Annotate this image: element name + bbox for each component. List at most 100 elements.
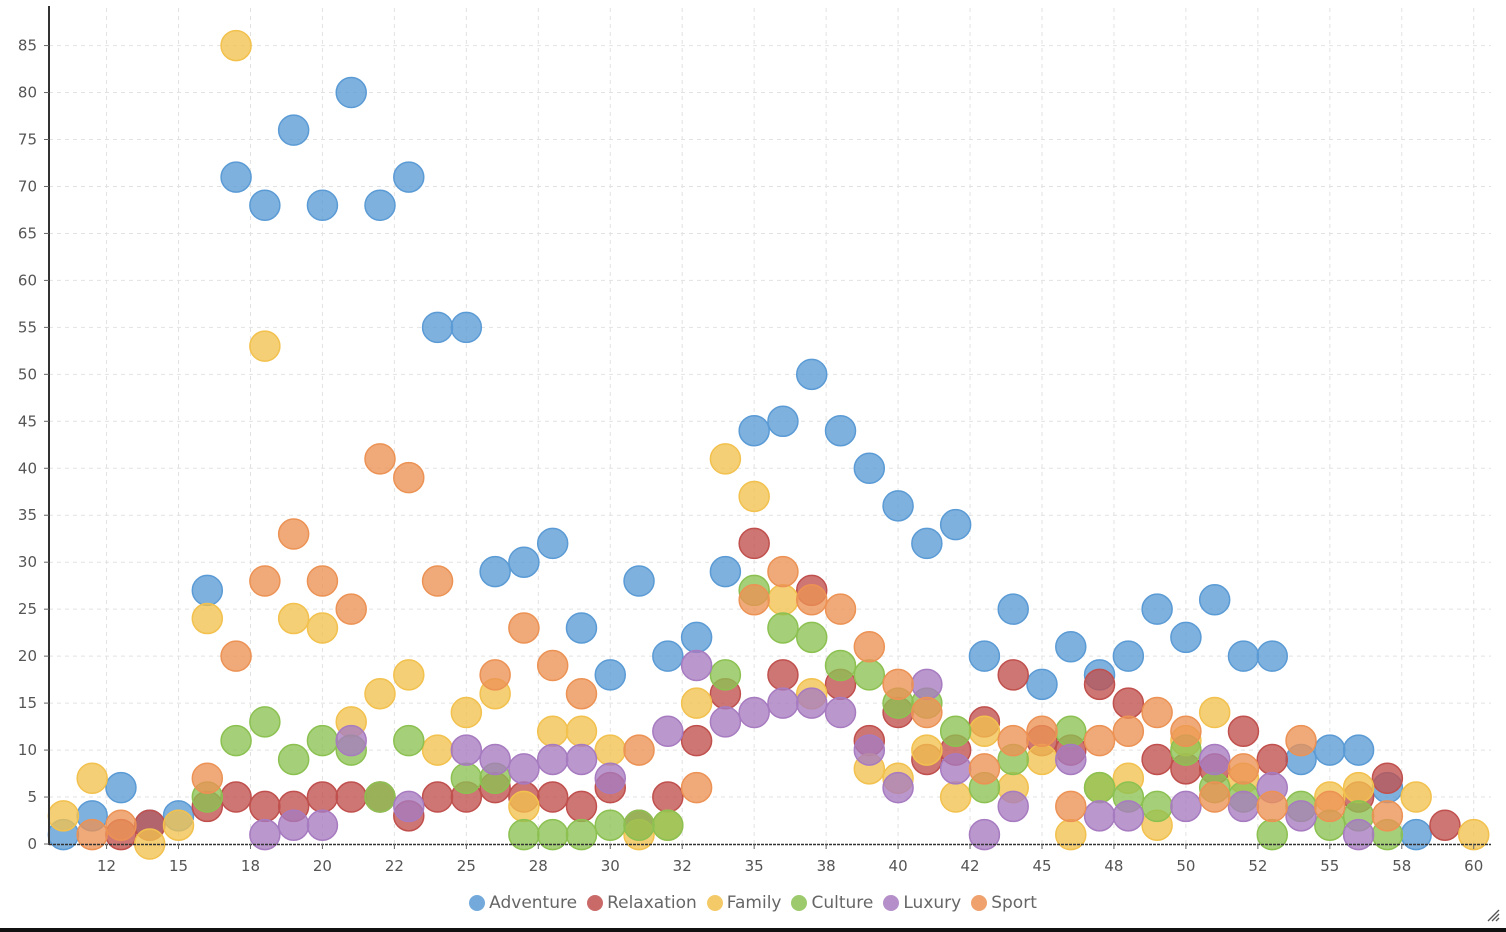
point-culture[interactable] — [767, 612, 799, 644]
point-culture[interactable] — [795, 621, 828, 654]
legend-item-relaxation[interactable]: Relaxation — [587, 893, 697, 913]
point-sport[interactable] — [364, 443, 396, 475]
point-culture[interactable] — [824, 649, 857, 682]
legend-item-family[interactable]: Family — [706, 893, 781, 913]
point-sport[interactable] — [1170, 715, 1202, 748]
point-sport[interactable] — [1141, 696, 1173, 729]
point-adventure[interactable] — [220, 161, 252, 193]
point-luxury[interactable] — [911, 668, 943, 701]
point-adventure[interactable] — [1198, 584, 1231, 616]
point-family[interactable] — [364, 677, 396, 710]
point-family[interactable] — [306, 612, 339, 644]
point-culture[interactable] — [565, 818, 598, 851]
point-family[interactable] — [738, 480, 770, 513]
point-relaxation[interactable] — [421, 781, 454, 813]
point-adventure[interactable] — [594, 659, 627, 691]
point-sport[interactable] — [1198, 781, 1231, 813]
point-adventure[interactable] — [450, 311, 483, 344]
point-sport[interactable] — [1371, 800, 1404, 832]
point-sport[interactable] — [623, 734, 655, 766]
point-adventure[interactable] — [105, 771, 137, 804]
point-adventure[interactable] — [421, 311, 454, 344]
point-luxury[interactable] — [709, 706, 742, 738]
point-relaxation[interactable] — [652, 781, 684, 813]
legend-item-luxury[interactable]: Luxury — [883, 893, 961, 913]
point-adventure[interactable] — [1170, 621, 1202, 654]
point-sport[interactable] — [1112, 715, 1145, 748]
point-adventure[interactable] — [191, 574, 224, 607]
point-sport[interactable] — [997, 724, 1029, 757]
legend-item-culture[interactable]: Culture — [791, 893, 873, 913]
point-relaxation[interactable] — [335, 781, 367, 813]
point-family[interactable] — [1457, 818, 1490, 851]
point-relaxation[interactable] — [1112, 687, 1145, 719]
point-sport[interactable] — [680, 771, 713, 804]
point-sport[interactable] — [1314, 790, 1346, 823]
point-family[interactable] — [47, 800, 80, 832]
point-luxury[interactable] — [997, 790, 1029, 823]
point-adventure[interactable] — [680, 621, 713, 654]
point-sport[interactable] — [1285, 724, 1317, 757]
point-adventure[interactable] — [393, 161, 425, 193]
point-relaxation[interactable] — [220, 781, 252, 813]
point-family[interactable] — [968, 715, 1001, 748]
point-family[interactable] — [220, 29, 252, 62]
point-sport[interactable] — [911, 696, 943, 729]
point-adventure[interactable] — [1227, 640, 1260, 672]
point-sport[interactable] — [191, 762, 224, 794]
point-relaxation[interactable] — [680, 724, 713, 757]
point-adventure[interactable] — [1141, 593, 1173, 625]
point-sport[interactable] — [536, 649, 569, 682]
point-adventure[interactable] — [508, 546, 540, 578]
point-luxury[interactable] — [853, 734, 886, 766]
point-luxury[interactable] — [968, 818, 1001, 851]
point-relaxation[interactable] — [1371, 762, 1404, 794]
point-luxury[interactable] — [652, 715, 684, 748]
point-culture[interactable] — [594, 809, 627, 841]
point-adventure[interactable] — [882, 490, 914, 522]
point-family[interactable] — [162, 809, 195, 841]
point-culture[interactable] — [364, 781, 396, 813]
point-luxury[interactable] — [1227, 790, 1260, 823]
point-sport[interactable] — [105, 809, 137, 841]
point-relaxation[interactable] — [767, 659, 799, 691]
point-luxury[interactable] — [738, 696, 770, 729]
point-adventure[interactable] — [364, 189, 396, 222]
legend-item-adventure[interactable]: Adventure — [469, 893, 577, 913]
point-family[interactable] — [536, 715, 569, 748]
point-relaxation[interactable] — [997, 659, 1029, 691]
point-adventure[interactable] — [738, 414, 770, 447]
point-culture[interactable] — [277, 743, 310, 776]
point-sport[interactable] — [479, 659, 511, 691]
point-luxury[interactable] — [1055, 743, 1087, 776]
point-adventure[interactable] — [565, 612, 598, 644]
point-relaxation[interactable] — [1256, 743, 1289, 776]
point-culture[interactable] — [249, 706, 281, 738]
point-family[interactable] — [767, 584, 799, 616]
point-sport[interactable] — [795, 584, 828, 616]
point-culture[interactable] — [853, 659, 886, 691]
point-culture[interactable] — [652, 809, 684, 841]
point-adventure[interactable] — [652, 640, 684, 672]
point-luxury[interactable] — [680, 649, 713, 682]
point-culture[interactable] — [306, 724, 339, 757]
point-sport[interactable] — [421, 565, 454, 597]
point-sport[interactable] — [968, 753, 1001, 785]
point-adventure[interactable] — [306, 189, 339, 222]
point-sport[interactable] — [824, 593, 857, 625]
point-family[interactable] — [191, 602, 224, 635]
point-luxury[interactable] — [335, 724, 367, 757]
point-family[interactable] — [680, 687, 713, 719]
point-adventure[interactable] — [853, 452, 886, 485]
point-family[interactable] — [1342, 771, 1375, 804]
point-culture[interactable] — [939, 715, 972, 748]
point-culture[interactable] — [450, 762, 483, 794]
point-adventure[interactable] — [479, 555, 511, 588]
point-adventure[interactable] — [824, 414, 857, 447]
point-family[interactable] — [249, 330, 281, 362]
point-luxury[interactable] — [1285, 800, 1317, 832]
point-adventure[interactable] — [795, 358, 828, 391]
point-culture[interactable] — [393, 724, 425, 757]
point-family[interactable] — [1198, 696, 1231, 729]
point-relaxation[interactable] — [306, 781, 339, 813]
